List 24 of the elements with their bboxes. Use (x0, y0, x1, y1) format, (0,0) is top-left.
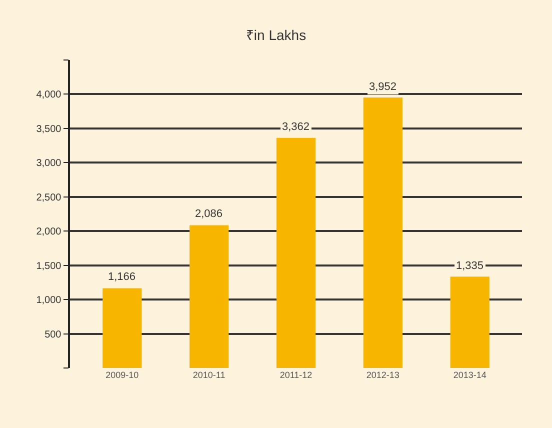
x-tick-label: 2009-10 (106, 370, 139, 380)
y-tick-label: 3,000 (36, 158, 62, 170)
data-label: 3,362 (282, 121, 310, 133)
bar (363, 98, 402, 368)
x-tick-label: 2012-13 (366, 370, 400, 380)
chart-title: ₹in Lakhs (246, 26, 306, 43)
y-tick-label: 1,500 (36, 260, 62, 272)
data-label: 1,335 (456, 260, 484, 272)
bar (276, 138, 316, 368)
y-tick-label: 500 (44, 329, 62, 340)
data-label: 1,166 (108, 271, 136, 283)
y-tick-label: 2,500 (36, 192, 62, 204)
bar (190, 225, 229, 368)
x-tick-label: 2011-12 (280, 370, 312, 380)
y-tick-label: 3,500 (36, 124, 62, 135)
x-tick-label: 2010-11 (192, 370, 226, 380)
data-label: 3,952 (369, 81, 397, 93)
y-tick-label: 4,000 (36, 90, 62, 101)
y-tick-label: 2,000 (36, 226, 62, 238)
bar (102, 288, 142, 368)
x-tick-label: 2013-14 (453, 370, 486, 380)
data-label: 2,086 (195, 208, 223, 220)
bar (450, 276, 490, 368)
y-tick-label: 1,000 (36, 295, 62, 306)
